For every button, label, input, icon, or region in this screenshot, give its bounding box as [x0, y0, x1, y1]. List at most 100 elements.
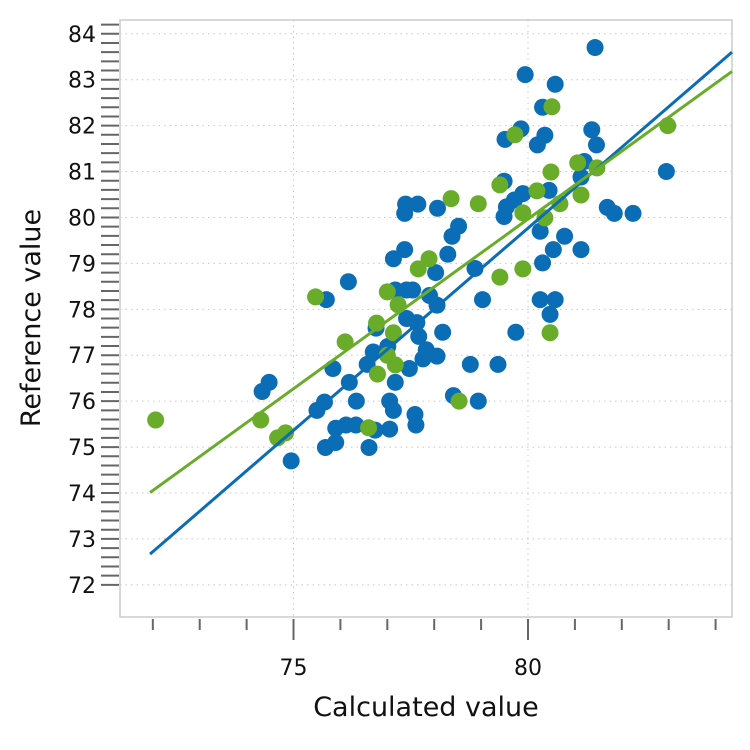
data-point-green [409, 260, 427, 278]
data-point-blue [428, 347, 446, 365]
x-tick-labels: 75 80 [280, 656, 542, 681]
data-point-blue [404, 281, 422, 299]
data-point-blue [427, 264, 445, 282]
axis-ticks [101, 23, 717, 640]
x-axis-title: Calculated value [313, 692, 539, 723]
data-point-blue [443, 227, 461, 245]
grid [120, 20, 732, 617]
y-tick-label: 81 [68, 161, 96, 186]
data-point-blue [489, 355, 507, 373]
y-tick-label: 83 [68, 69, 96, 94]
data-point-blue [624, 204, 642, 222]
data-point-blue [531, 291, 549, 309]
y-tick-labels: 72 73 74 75 76 77 78 79 80 81 82 83 84 [68, 23, 96, 599]
data-point-green [569, 154, 587, 172]
data-point-blue [409, 195, 427, 213]
data-point-green [378, 283, 396, 301]
data-point-blue [534, 254, 552, 272]
data-point-blue [381, 420, 399, 438]
data-point-blue [657, 163, 675, 181]
data-point-blue [428, 199, 446, 217]
data-point-blue [414, 350, 432, 368]
data-point-blue [587, 136, 605, 154]
data-point-green [442, 190, 460, 208]
data-point-green [277, 424, 295, 442]
data-point-green [360, 419, 378, 437]
fit-line-green [149, 70, 733, 494]
data-point-blue [572, 241, 590, 259]
data-point-blue [469, 392, 487, 410]
data-point-blue [439, 245, 457, 263]
data-point-blue [572, 168, 590, 186]
data-point-blue [556, 227, 574, 245]
fit-lines [149, 51, 733, 556]
data-point-blue [347, 392, 365, 410]
data-point-blue [360, 439, 378, 457]
data-point-blue [583, 121, 601, 139]
y-tick-label: 78 [68, 298, 96, 323]
data-point-blue [531, 222, 549, 240]
data-point-green [368, 365, 386, 383]
data-point-green [420, 250, 438, 268]
y-tick-label: 84 [68, 23, 96, 48]
y-tick-label: 76 [68, 390, 96, 415]
data-point-blue [528, 136, 546, 154]
data-point-blue [324, 360, 342, 378]
data-point-green [336, 333, 354, 351]
data-point-green [542, 163, 560, 181]
data-point-blue [339, 273, 357, 291]
data-point-green [469, 195, 487, 213]
data-point-green [450, 392, 468, 410]
data-point-blue [386, 373, 404, 391]
data-point-blue [384, 401, 402, 419]
y-tick-label: 80 [68, 206, 96, 231]
y-tick-label: 82 [68, 115, 96, 140]
data-point-blue [546, 75, 564, 93]
data-point-blue [516, 66, 534, 84]
data-point-green [506, 126, 524, 144]
data-point-green [572, 186, 590, 204]
y-tick-label: 77 [68, 344, 96, 369]
plot-frame [119, 19, 733, 618]
y-tick-label: 75 [68, 436, 96, 461]
data-point-green [514, 204, 532, 222]
data-point-blue [586, 39, 604, 57]
data-point-blue [507, 323, 525, 341]
data-point-blue [541, 305, 559, 323]
data-point-blue [396, 204, 414, 222]
data-point-green [491, 268, 509, 286]
data-point-blue [474, 291, 492, 309]
y-axis-title: Reference value [16, 209, 47, 427]
data-point-green [307, 288, 325, 306]
data-point-blue [466, 259, 484, 277]
data-point-blue [544, 241, 562, 259]
data-point-blue [410, 327, 428, 345]
data-point-green [528, 182, 546, 200]
data-point-blue [396, 241, 414, 259]
data-point-blue [384, 250, 402, 268]
data-point-blue [461, 355, 479, 373]
data-point-green [491, 176, 509, 194]
data-point-green [147, 411, 165, 429]
data-point-blue [495, 208, 513, 226]
data-point-blue [407, 416, 425, 434]
data-point-green [541, 324, 559, 342]
data-point-green [389, 296, 407, 314]
data-point-blue [347, 416, 365, 434]
x-tick-label: 75 [280, 656, 308, 681]
data-point-blue [546, 291, 564, 309]
data-point-blue [434, 323, 452, 341]
data-points [147, 39, 677, 470]
data-point-blue [400, 360, 418, 378]
data-point-green [536, 209, 554, 227]
data-point-green [514, 260, 532, 278]
y-tick-label: 73 [68, 528, 96, 553]
fit-line-blue [149, 51, 733, 556]
data-point-green [386, 356, 404, 374]
data-point-blue [253, 383, 271, 401]
data-point-green [543, 98, 561, 116]
data-point-green [384, 324, 402, 342]
y-tick-label: 74 [68, 482, 96, 507]
x-tick-label: 80 [514, 656, 542, 681]
